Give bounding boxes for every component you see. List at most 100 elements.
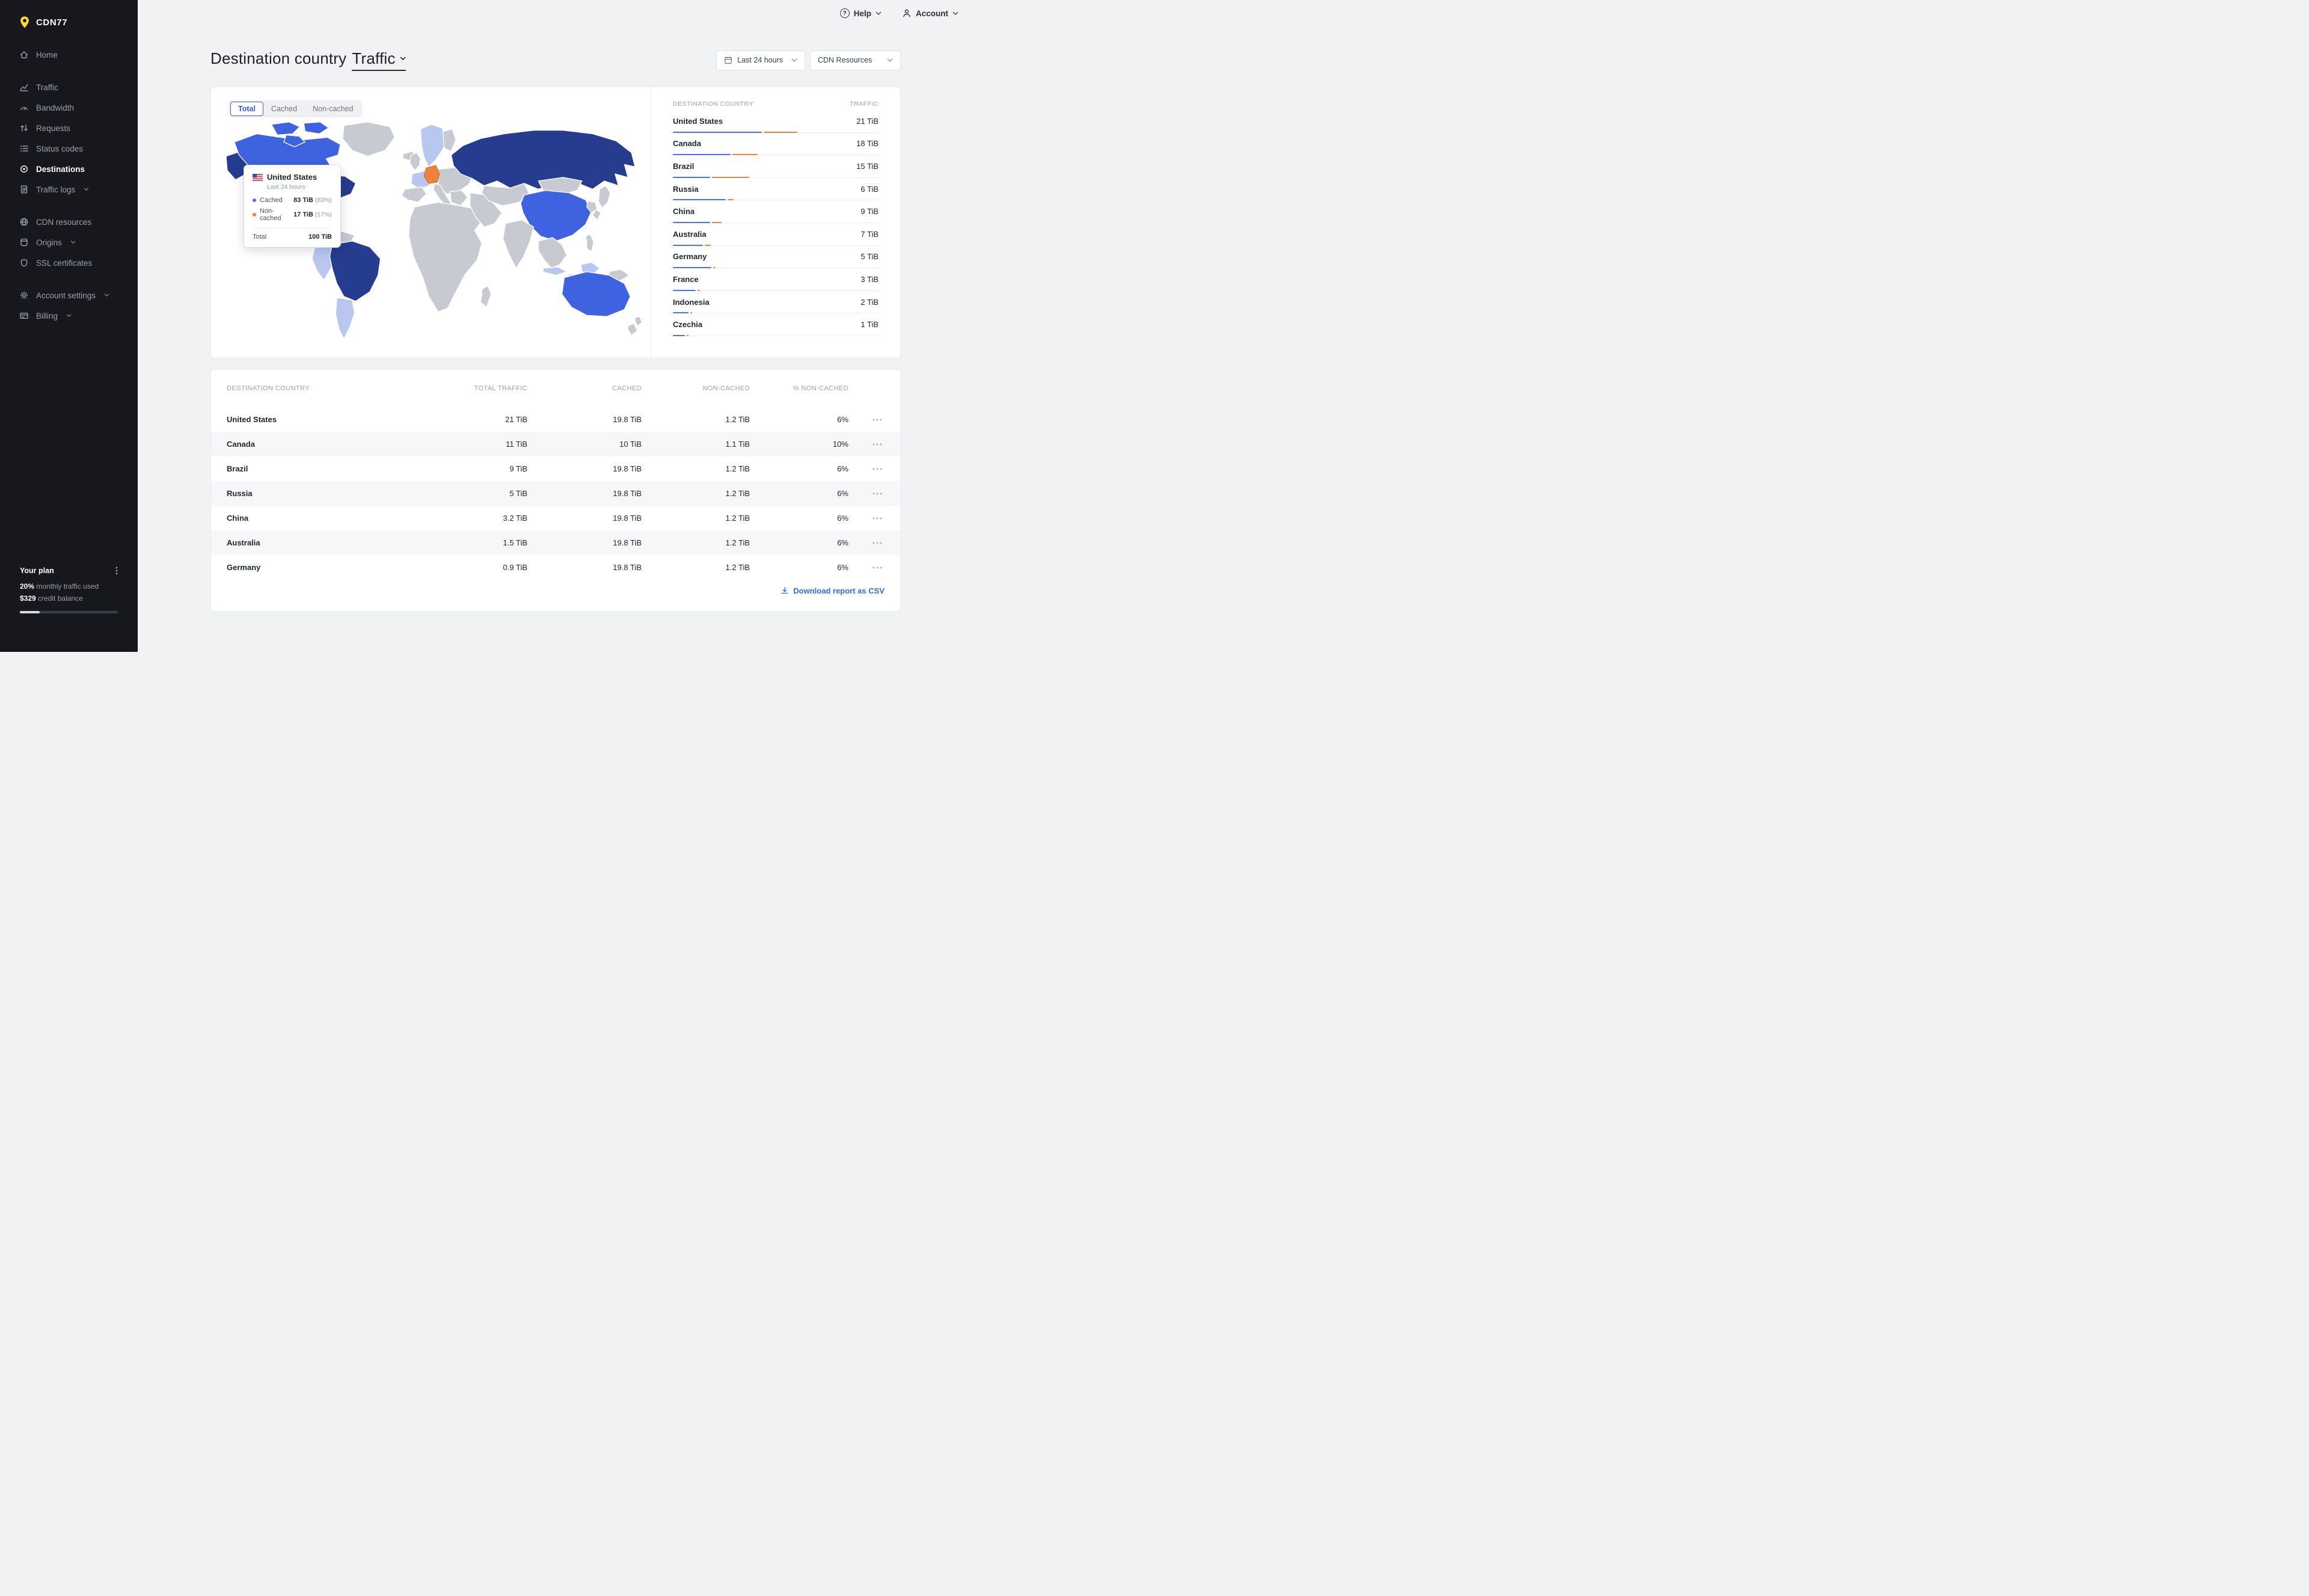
chevron-down-icon (887, 58, 893, 62)
plan-progress-bar (20, 611, 118, 613)
toggle-non-cached[interactable]: Non-cached (305, 102, 361, 116)
cached-bar (673, 289, 696, 291)
map-country-australia[interactable] (561, 271, 631, 317)
map-country-canada-islands[interactable] (271, 121, 330, 147)
chevron-down-icon (400, 57, 405, 61)
account-settings-icon (19, 290, 29, 300)
country-list-row-indonesia[interactable]: Indonesia 2 TiB (673, 291, 879, 314)
sidebar-item-cdn-resources[interactable]: CDN resources (0, 212, 138, 232)
table-row-brazil: Brazil 9 TiB 19.8 TiB 1.2 TiB 6% (211, 456, 900, 481)
sidebar-item-origins[interactable]: Origins (0, 232, 138, 253)
calendar-icon (725, 57, 732, 64)
sidebar-item-traffic[interactable]: Traffic (0, 77, 138, 97)
traffic-table-card: DESTINATION COUNTRY TOTAL TRAFFIC CACHED NO… (210, 369, 901, 612)
row-menu-button[interactable] (870, 515, 885, 522)
map-card: Total Cached Non-cached (210, 87, 901, 358)
sidebar-item-billing[interactable]: Billing (0, 305, 138, 326)
map-country-russia[interactable] (450, 130, 636, 191)
country-list-rows: United States 21 TiB Canada 18 TiB Brazi… (673, 110, 879, 336)
map-country-china[interactable] (520, 189, 592, 242)
map-country-peru[interactable] (311, 245, 336, 281)
us-flag-icon (253, 173, 263, 181)
resources-select[interactable]: CDN Resources (810, 50, 901, 70)
map-country-southeast-asia (538, 237, 568, 269)
chevron-down-icon (104, 293, 109, 297)
noncached-bar (687, 334, 688, 336)
row-menu-button[interactable] (870, 416, 885, 423)
map-country-india (502, 219, 535, 269)
noncached-bar (712, 176, 749, 178)
table-column-destination-country: DESTINATION COUNTRY (227, 385, 310, 392)
metric-toggles: Total Cached Non-cached (229, 100, 363, 117)
row-menu-button[interactable] (870, 465, 885, 473)
noncached-bar (712, 221, 722, 223)
plan-title: Your plan (20, 566, 54, 575)
sidebar-item-ssl-certificates[interactable]: SSL certificates (0, 253, 138, 273)
map-country-korea (586, 200, 598, 213)
metric-dropdown[interactable]: Traffic (352, 49, 406, 71)
cached-bar (673, 154, 731, 156)
help-menu[interactable]: Help (839, 8, 882, 18)
row-menu-button[interactable] (870, 564, 885, 571)
map-country-scandinavia[interactable] (420, 124, 447, 168)
country-list-row-united-states[interactable]: United States 21 TiB (673, 110, 879, 133)
map-country-germany[interactable] (423, 165, 440, 184)
table-column-total-traffic: TOTAL TRAFFIC (474, 385, 527, 392)
map-country-greenland (342, 121, 395, 157)
cached-bar (673, 267, 711, 269)
country-list-row-canada[interactable]: Canada 18 TiB (673, 133, 879, 156)
country-list-row-australia[interactable]: Australia 7 TiB (673, 223, 879, 246)
table-row-china: China 3.2 TiB 19.8 TiB 1.2 TiB 6% (211, 506, 900, 530)
row-menu-button[interactable] (870, 441, 885, 448)
country-list-row-germany[interactable]: Germany 5 TiB (673, 246, 879, 269)
sidebar-item-destinations[interactable]: Destinations (0, 159, 138, 179)
sidebar-item-account-settings[interactable]: Account settings (0, 285, 138, 305)
plan-kebab-icon[interactable] (115, 566, 118, 575)
country-list-row-china[interactable]: China 9 TiB (673, 200, 879, 223)
tooltip-noncached-row: Non-cached 17 TiB (17%) (253, 207, 332, 222)
logo-text: CDN77 (36, 17, 68, 28)
table-row-australia: Australia 1.5 TiB 19.8 TiB 1.2 TiB 6% (211, 530, 900, 555)
download-csv-link[interactable]: Download report as CSV (780, 586, 885, 595)
logo[interactable]: CDN77 (0, 0, 138, 41)
noncached-bar (764, 131, 797, 133)
map-country-brazil[interactable] (329, 241, 381, 302)
chevron-down-icon (952, 11, 958, 15)
map-pane: Total Cached Non-cached (211, 87, 651, 358)
map-country-argentina[interactable] (335, 297, 355, 340)
toggle-cached[interactable]: Cached (263, 102, 305, 116)
table-header: DESTINATION COUNTRY TOTAL TRAFFIC CACHED NO… (211, 370, 900, 407)
map-tooltip: United States Last 24 hours Cached 83 Ti… (244, 165, 340, 247)
country-list-row-czechia[interactable]: Czechia 1 TiB (673, 313, 879, 336)
ellipsis-icon (872, 492, 882, 495)
help-icon (839, 8, 850, 18)
requests-icon (19, 123, 29, 133)
bandwidth-icon (19, 103, 29, 112)
country-list-row-russia[interactable]: Russia 6 TiB (673, 178, 879, 201)
country-list-header: DESTINATION COUNTRY TRAFFIC (673, 100, 879, 108)
sidebar-item-traffic-logs[interactable]: Traffic logs (0, 179, 138, 200)
cached-bar (673, 334, 685, 336)
row-menu-button[interactable] (870, 490, 885, 497)
traffic-icon (19, 82, 29, 92)
sidebar-item-bandwidth[interactable]: Bandwidth (0, 97, 138, 118)
map-country-spain (401, 186, 427, 203)
country-list-row-france[interactable]: France 3 TiB (673, 268, 879, 291)
time-range-select[interactable]: Last 24 hours (716, 50, 805, 70)
row-menu-button[interactable] (870, 539, 885, 547)
traffic-logs-icon (19, 185, 29, 194)
country-list-row-brazil[interactable]: Brazil 15 TiB (673, 155, 879, 178)
account-menu[interactable]: Account (902, 8, 958, 18)
ellipsis-icon (872, 566, 882, 569)
map-country-united-kingdom (409, 152, 421, 171)
sidebar-item-status-codes[interactable]: Status codes (0, 138, 138, 159)
toggle-total[interactable]: Total (230, 102, 263, 116)
chevron-down-icon (84, 188, 89, 191)
table-column-cached: CACHED (612, 385, 642, 392)
page-header: Destination country Traffic Last 24 hour… (210, 49, 901, 71)
table-rows: United States 21 TiB 19.8 TiB 1.2 TiB 6%… (211, 407, 900, 580)
sidebar-item-home[interactable]: Home (0, 45, 138, 65)
ellipsis-icon (872, 443, 882, 446)
sidebar-item-requests[interactable]: Requests (0, 118, 138, 138)
chevron-down-icon (70, 241, 75, 244)
